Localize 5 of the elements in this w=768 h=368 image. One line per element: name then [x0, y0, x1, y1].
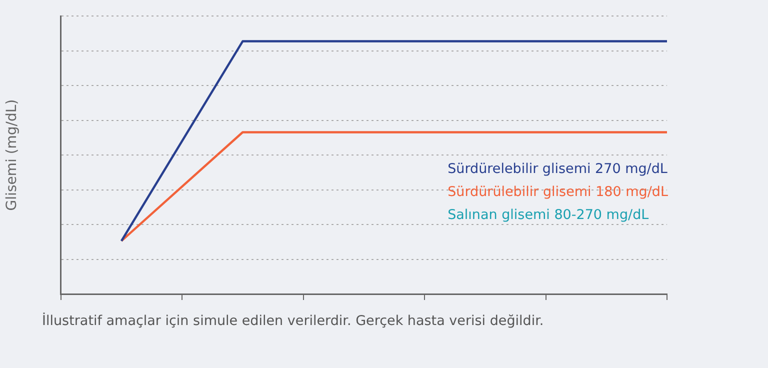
y-axis-title: Glisemi (mg/dL) [4, 99, 20, 211]
text: Sürdürülebilir glisemi 180 mg/dL [448, 183, 668, 202]
text: İllustratif amaçlar için simule edilen verilerdir. Gerçek hasta verisi değildir. [42, 313, 544, 329]
annotation: Salınan glisemi 80-270 mg/dL [448, 206, 650, 225]
text: Sürdürelebilir glisemi 270 mg/dL [448, 160, 668, 179]
